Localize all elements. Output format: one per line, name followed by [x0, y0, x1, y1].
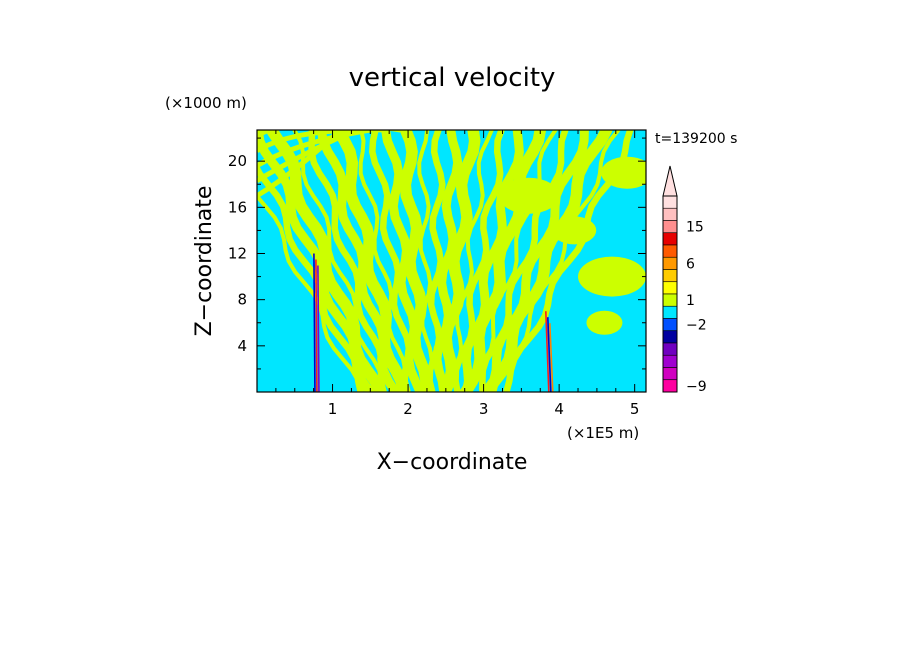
stripe-band — [439, 130, 481, 392]
y-tick-label: 16 — [228, 198, 247, 216]
plume-line — [315, 259, 318, 392]
stripe-band — [399, 130, 432, 392]
x-tick-label: 3 — [479, 400, 489, 418]
stripe-band — [257, 161, 364, 392]
colorbar-level — [662, 305, 678, 319]
y-axis-label: Z−coordinate — [192, 186, 217, 337]
colorbar-level — [662, 281, 678, 295]
plot-frame — [256, 129, 647, 393]
stripe-patch — [601, 156, 646, 189]
stripe-band — [358, 130, 408, 392]
colorbar-level — [662, 207, 678, 221]
colorbar-extend-arrow — [662, 165, 678, 197]
plume-line — [313, 253, 316, 392]
x-unit-label: (×1E5 m) — [567, 424, 639, 442]
x-tick-label: 1 — [328, 400, 338, 418]
stripe-band — [481, 130, 613, 392]
y-tick-label: 8 — [237, 291, 247, 309]
plume-line — [547, 317, 552, 392]
plume-line — [549, 323, 554, 392]
x-tick-label: 5 — [630, 400, 640, 418]
x-axis-label: X−coordinate — [377, 450, 528, 475]
y-tick-label: 4 — [237, 337, 247, 355]
y-axis: 4 8 12 16 20 — [228, 137, 646, 370]
plume-field — [313, 253, 554, 392]
stripe-band — [257, 130, 371, 168]
stripe-band — [459, 130, 547, 392]
colorbar: 15 6 1 −2 −9 — [662, 165, 707, 395]
stripe-patch — [586, 310, 623, 335]
stripe-band — [257, 130, 386, 153]
colorbar-level — [662, 232, 678, 246]
plume-line — [317, 265, 320, 392]
stripe-band — [265, 130, 387, 392]
colorbar-frame — [662, 195, 678, 393]
colorbar-level — [662, 367, 678, 381]
stripe-band — [461, 130, 524, 392]
stripe-patch — [552, 216, 597, 245]
stripe-band — [417, 130, 434, 392]
chart-title: vertical velocity — [349, 63, 556, 93]
colorbar-label: −2 — [686, 318, 707, 334]
colorbar-label: 1 — [686, 293, 695, 309]
stripe-patch — [578, 256, 646, 297]
stripe-band — [257, 130, 401, 138]
colorbar-level — [662, 354, 678, 368]
colorbar-level — [662, 342, 678, 356]
stripe-band — [483, 130, 589, 392]
stripe-band — [292, 130, 384, 392]
stripe-patch — [498, 177, 559, 214]
colorbar-level — [662, 318, 678, 332]
colorbar-level — [662, 269, 678, 283]
y-tick-label: 12 — [228, 244, 247, 262]
colorbar-level — [662, 195, 678, 209]
x-tick-label: 4 — [554, 400, 564, 418]
colorbar-level — [662, 220, 678, 234]
colorbar-label: 6 — [686, 256, 695, 272]
colorbar-level — [662, 379, 678, 393]
x-axis: 1 2 3 4 5 — [275, 130, 640, 418]
colorbar-level — [662, 256, 678, 270]
stripe-field — [257, 130, 646, 392]
y-tick-label: 20 — [228, 152, 247, 170]
stripe-band — [332, 130, 410, 392]
plot-area — [257, 130, 646, 392]
colorbar-level — [662, 293, 678, 307]
stripe-band — [432, 130, 463, 392]
colorbar-label: 15 — [686, 220, 704, 236]
colorbar-label: −9 — [686, 379, 707, 395]
colorbar-level — [662, 330, 678, 344]
y-unit-label: (×1000 m) — [165, 94, 247, 112]
plume-line — [545, 311, 550, 392]
time-label: t=139200 s — [655, 131, 737, 147]
x-tick-label: 2 — [403, 400, 413, 418]
colorbar-level — [662, 244, 678, 258]
stripe-band — [257, 192, 364, 392]
stripe-band — [444, 130, 494, 392]
